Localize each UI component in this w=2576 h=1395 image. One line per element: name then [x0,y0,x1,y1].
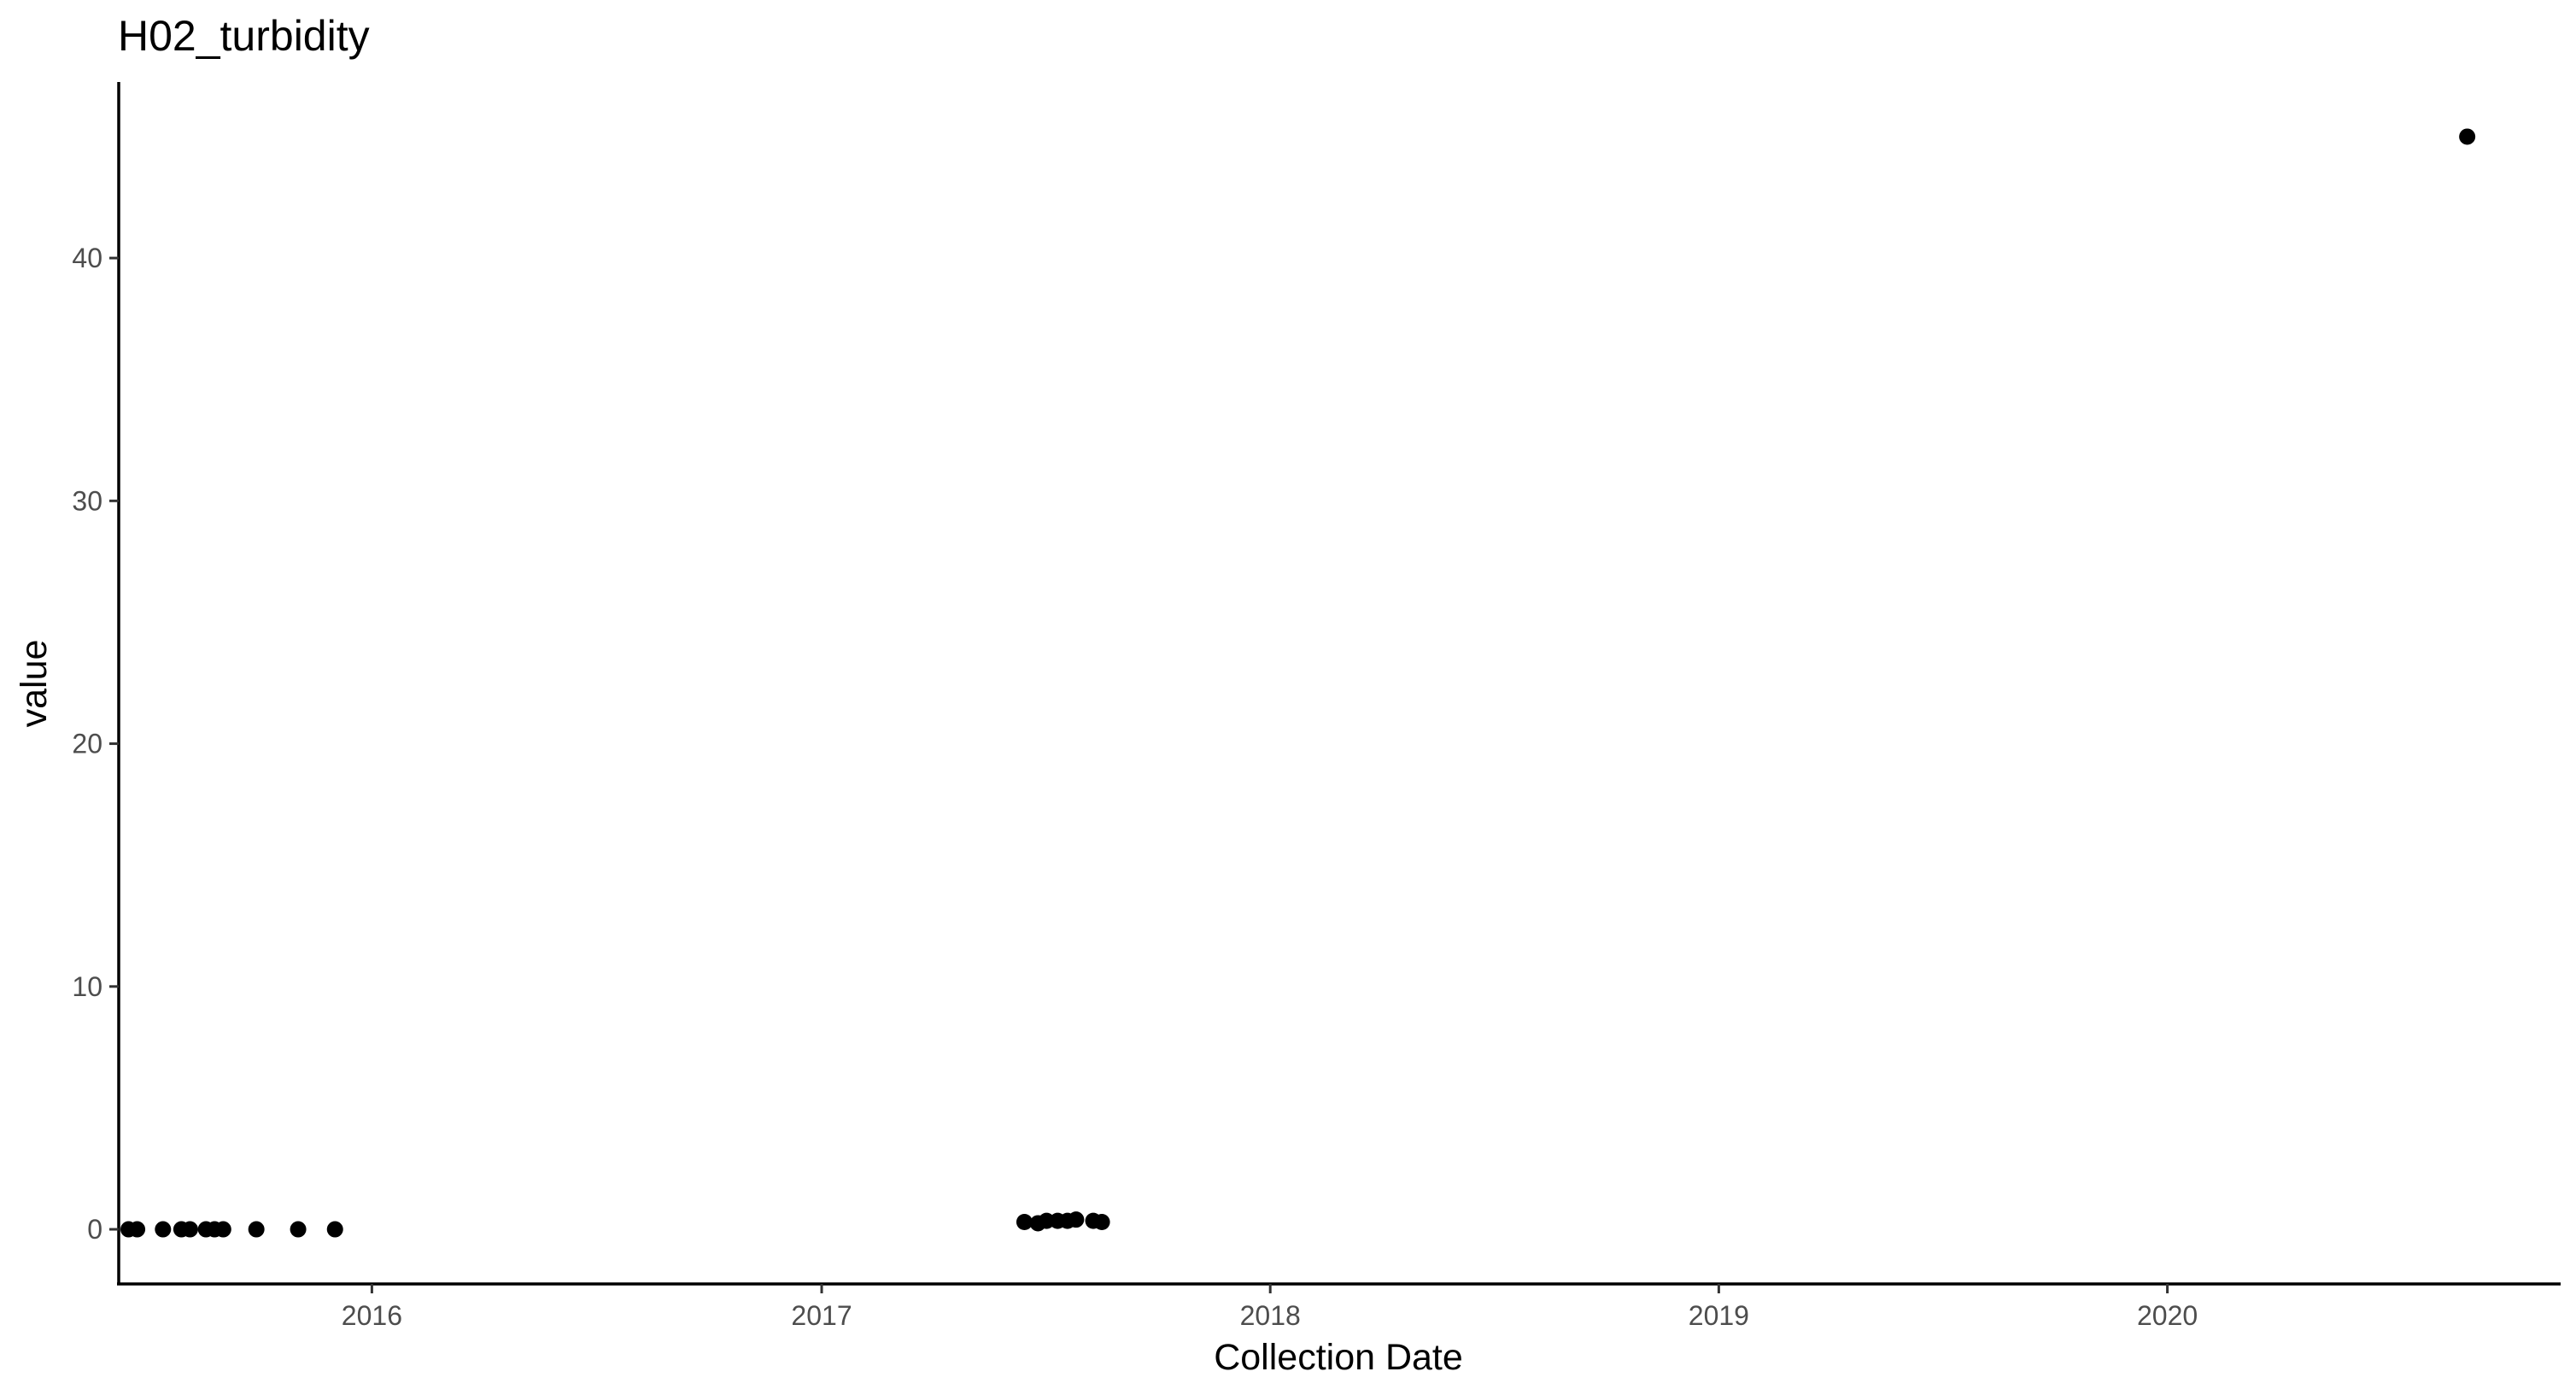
data-point [290,1221,307,1238]
x-tick-label: 2017 [791,1300,852,1331]
x-tick-label: 2019 [1689,1300,1749,1331]
y-axis-ticks: 0 10 20 30 40 [72,243,119,1245]
x-axis-ticks: 2016 2017 2018 2019 2020 [342,1284,2198,1331]
data-point [248,1221,265,1238]
data-point [155,1221,172,1238]
x-tick-label: 2018 [1240,1300,1301,1331]
y-tick-label: 10 [72,971,102,1002]
y-tick-label: 40 [72,243,102,273]
y-axis-title: value [14,640,55,728]
data-point [1093,1214,1110,1231]
data-point [326,1221,343,1238]
data-point [2459,128,2476,145]
x-tick-label: 2020 [2137,1300,2198,1331]
y-tick-label: 20 [72,729,102,759]
data-points [120,128,2476,1238]
y-tick-label: 30 [72,485,102,516]
chart-title: H02_turbidity [118,12,370,60]
data-point [214,1221,231,1238]
data-point [1016,1214,1033,1231]
data-point [181,1221,198,1238]
x-tick-label: 2016 [342,1300,402,1331]
data-point [129,1221,146,1238]
x-axis-title: Collection Date [1214,1337,1463,1378]
data-point [1068,1211,1085,1228]
y-tick-label: 0 [87,1214,102,1245]
